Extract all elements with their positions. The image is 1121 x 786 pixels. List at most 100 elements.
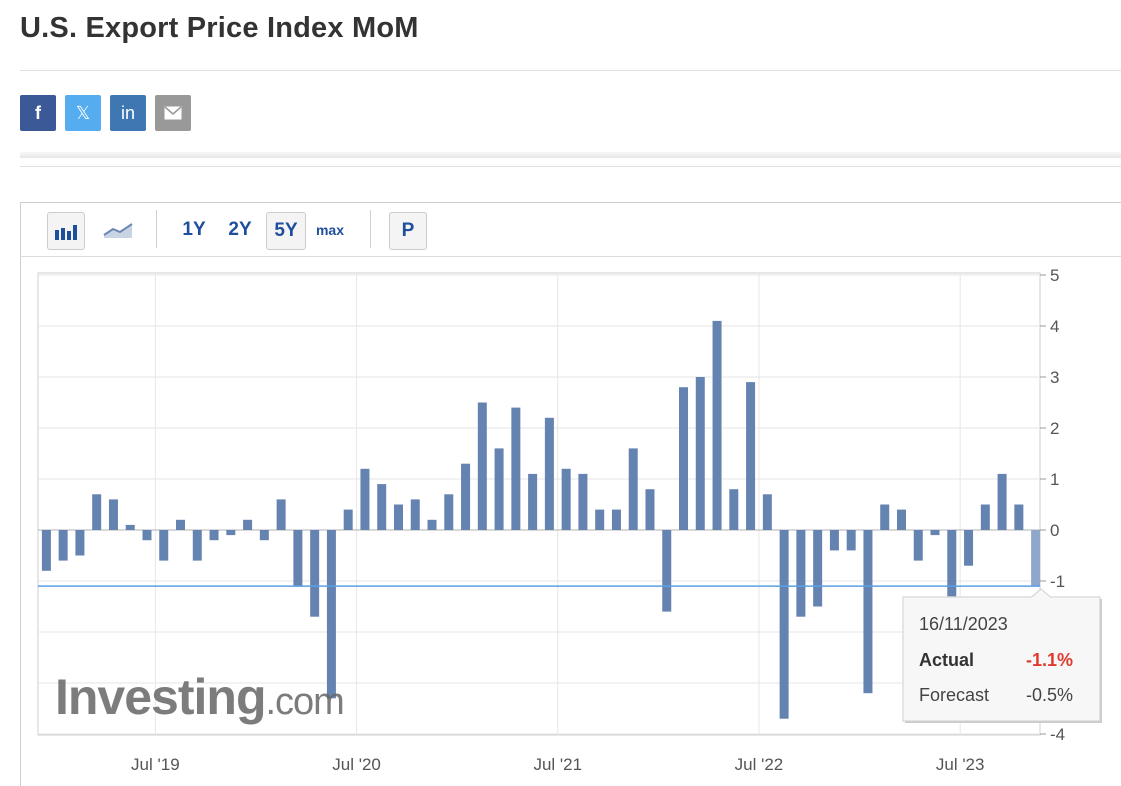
bar xyxy=(444,494,454,530)
tooltip-date: 16/11/2023 xyxy=(919,614,1008,634)
bar xyxy=(829,530,839,551)
bar xyxy=(913,530,923,561)
bar xyxy=(544,417,554,530)
bar xyxy=(645,489,655,530)
bar xyxy=(176,519,186,530)
bar xyxy=(410,499,420,530)
share-facebook[interactable]: f xyxy=(20,95,56,131)
y-tick-label: 0 xyxy=(1050,521,1059,540)
email-icon xyxy=(164,106,182,120)
bar xyxy=(578,473,588,530)
y-tick-label: 5 xyxy=(1050,266,1059,285)
x-tick-label: Jul '23 xyxy=(936,755,985,774)
bar xyxy=(511,407,521,530)
bar-icon xyxy=(55,225,77,240)
watermark-suffix: .com xyxy=(265,681,343,723)
bar xyxy=(377,484,387,530)
y-tick-label: 1 xyxy=(1050,470,1059,489)
chart-toolbar: 1Y 2Y 5Y max P xyxy=(20,202,1121,257)
bar xyxy=(947,530,957,597)
bar xyxy=(58,530,68,561)
bar xyxy=(846,530,856,551)
bar xyxy=(125,524,135,530)
bar xyxy=(293,530,303,587)
bar xyxy=(192,530,202,561)
bar xyxy=(746,382,756,530)
bar xyxy=(310,530,320,617)
line-icon xyxy=(103,223,133,238)
bar xyxy=(360,468,370,530)
y-tick-label: 2 xyxy=(1050,419,1059,438)
bar xyxy=(494,448,504,530)
bar xyxy=(712,320,722,530)
bar xyxy=(863,530,873,694)
bar xyxy=(813,530,823,607)
share-linkedin[interactable]: in xyxy=(110,95,146,131)
page-title: U.S. Export Price Index MoM xyxy=(20,12,419,44)
range-button-active[interactable]: 5Y xyxy=(266,212,306,250)
tooltip-actual: -1.1% xyxy=(1026,650,1073,670)
bar xyxy=(243,519,253,530)
bar xyxy=(964,530,974,566)
range-button[interactable]: 1Y xyxy=(182,219,206,240)
bar xyxy=(1014,504,1024,530)
bar-chart-button[interactable] xyxy=(47,212,85,250)
bar xyxy=(75,530,85,556)
bar xyxy=(896,509,906,530)
x-tick-label: Jul '19 xyxy=(131,755,180,774)
y-tick-label: 3 xyxy=(1050,368,1059,387)
bar xyxy=(226,530,236,536)
separator xyxy=(370,210,371,248)
x-tick-label: Jul '20 xyxy=(332,755,381,774)
y-tick-label: -1 xyxy=(1050,572,1065,591)
tooltip-actual-label: Actual xyxy=(919,650,974,670)
bar xyxy=(528,473,538,530)
bar xyxy=(427,519,437,530)
shadow xyxy=(20,152,1121,158)
range-button[interactable]: 2Y xyxy=(228,219,252,240)
tooltip-forecast-label: Forecast xyxy=(919,685,989,705)
bar xyxy=(142,530,152,541)
bar xyxy=(159,530,169,561)
tooltip xyxy=(902,596,1101,722)
bar xyxy=(259,530,269,541)
bar xyxy=(880,504,890,530)
bar xyxy=(695,377,705,530)
bar xyxy=(679,387,689,530)
bar xyxy=(92,494,102,530)
bar xyxy=(209,530,219,541)
bar xyxy=(326,530,336,699)
x-tick-label: Jul '21 xyxy=(533,755,582,774)
divider xyxy=(20,70,1121,71)
line-chart-button[interactable] xyxy=(100,212,136,248)
chart-container xyxy=(20,202,1121,786)
bar xyxy=(108,499,118,530)
watermark: Investing.com xyxy=(55,669,344,725)
tooltip-pointer xyxy=(1030,588,1052,598)
share-email[interactable] xyxy=(155,95,191,131)
bar xyxy=(611,509,621,530)
range-button[interactable]: max xyxy=(315,222,345,238)
x-tick-label: Jul '22 xyxy=(735,755,784,774)
bar xyxy=(628,448,638,530)
bar xyxy=(930,530,940,536)
period-button[interactable]: P xyxy=(389,212,427,250)
bar xyxy=(662,530,672,612)
watermark-brand: Investing xyxy=(55,669,265,725)
bar xyxy=(41,530,51,571)
plot-frame xyxy=(37,272,1041,736)
bar xyxy=(595,509,605,530)
y-tick-label: -4 xyxy=(1050,725,1065,744)
bar xyxy=(729,489,739,530)
bar xyxy=(779,530,789,719)
divider xyxy=(20,166,1121,167)
share-x[interactable]: 𝕏 xyxy=(65,95,101,131)
bar xyxy=(762,494,772,530)
bar xyxy=(477,402,487,530)
bar xyxy=(276,499,286,530)
bar xyxy=(997,473,1007,530)
bar xyxy=(393,504,403,530)
